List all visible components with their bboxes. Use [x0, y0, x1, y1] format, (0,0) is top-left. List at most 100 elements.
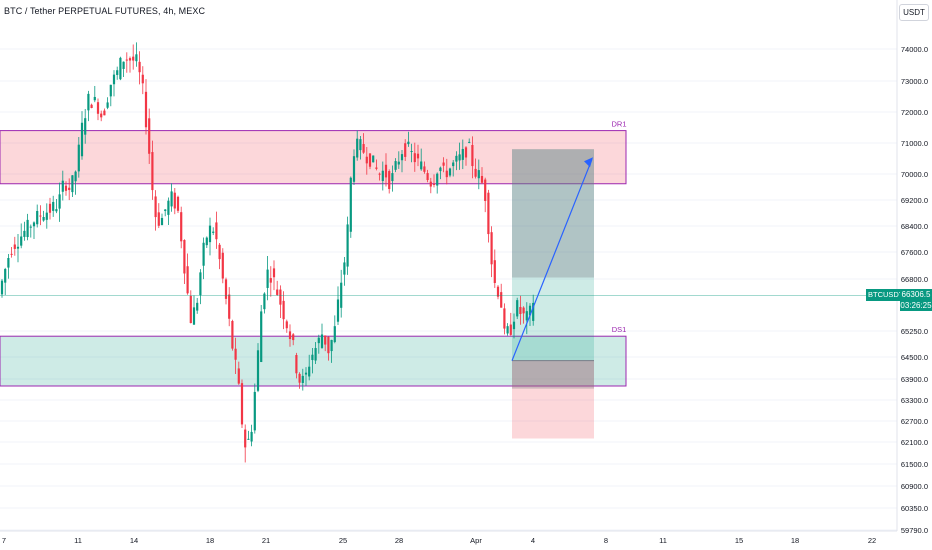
loss-zone	[512, 360, 594, 439]
candle-body	[352, 156, 356, 182]
candle-body	[381, 170, 384, 181]
price-tick-label: 60350.0	[901, 504, 928, 513]
candle-body	[32, 222, 36, 227]
candle-body	[423, 166, 426, 172]
candle-body	[244, 429, 247, 448]
candle-body	[151, 152, 154, 191]
candle-body	[84, 118, 87, 135]
candle-body	[468, 141, 471, 143]
candle-body	[426, 173, 429, 181]
price-tick-label: 59790.0	[901, 526, 928, 535]
candle-body	[452, 162, 455, 167]
candle-body	[4, 268, 7, 283]
candle-body	[506, 326, 509, 334]
candle-body	[144, 91, 148, 128]
candle-body	[109, 84, 112, 97]
candle-body	[132, 56, 135, 61]
price-axis[interactable]: 74000.0 73000.0 72000.0 71000.0 70000.0 69200…	[896, 0, 932, 550]
candle-body	[90, 104, 93, 109]
candle-body	[20, 236, 23, 246]
candle-body	[26, 219, 29, 238]
currency-selector[interactable]: USDT	[899, 4, 929, 21]
candle-body	[189, 295, 192, 324]
candle-body	[522, 307, 525, 314]
candle-body	[327, 336, 330, 354]
candle-body	[212, 231, 215, 233]
candle-body	[372, 155, 375, 163]
zone-dr1	[0, 130, 627, 185]
candle-body	[464, 147, 468, 158]
candle-body	[445, 170, 448, 178]
candle-body	[525, 311, 528, 321]
candle-body	[512, 321, 516, 330]
candle-body	[496, 286, 500, 297]
price-tick-label: 70000.0	[901, 170, 928, 179]
candle-body	[477, 170, 480, 179]
candle-body	[228, 294, 231, 319]
time-tick-label: 21	[262, 536, 270, 545]
candle-body	[45, 212, 48, 220]
candle-body	[378, 173, 381, 175]
candle-body	[432, 183, 436, 185]
candle-body	[119, 57, 122, 80]
time-tick-label: 18	[791, 536, 799, 545]
candle-body	[42, 216, 45, 221]
candle-body	[439, 167, 442, 172]
candle-body	[247, 438, 250, 440]
candle-body	[487, 192, 490, 235]
candle-body	[404, 143, 407, 157]
candle-body	[410, 151, 413, 153]
open-loss-shade	[512, 360, 594, 389]
price-tick-label: 73000.0	[901, 77, 928, 86]
candle-body	[160, 217, 164, 226]
candle-body	[173, 192, 176, 209]
candle-body	[196, 302, 199, 311]
time-tick-label: 11	[74, 536, 82, 545]
time-tick-label: Apr	[470, 536, 482, 545]
candle-body	[336, 299, 340, 322]
candle-body	[474, 168, 477, 177]
candle-body	[429, 181, 432, 187]
candle-body	[205, 237, 208, 246]
candle-body	[208, 225, 212, 243]
price-tick-label: 72000.0	[901, 108, 928, 117]
price-tick-label: 62100.0	[901, 438, 928, 447]
candle-body	[183, 240, 186, 274]
candle-body	[128, 58, 132, 61]
candle-body	[77, 144, 80, 172]
time-axis[interactable]: 7 11 14 18 21 25 28 Apr 4 8 11 15 18 22	[0, 530, 897, 545]
candle-body	[311, 354, 314, 361]
candle-body	[64, 185, 68, 191]
last-price-value: 66306.5	[901, 290, 931, 299]
candle-body	[519, 307, 522, 314]
chart-title: BTC / Tether PERPETUAL FUTURES, 4h, MEXC	[4, 6, 206, 16]
candle-body	[420, 161, 423, 170]
candle-body	[157, 212, 160, 226]
candle-body	[199, 272, 202, 296]
candle-body	[23, 230, 26, 237]
candle-body	[103, 110, 106, 116]
time-tick-label: 18	[206, 536, 214, 545]
candle-body	[400, 154, 404, 161]
candle-body	[112, 74, 116, 85]
price-tick-label: 68400.0	[901, 222, 928, 231]
candle-body	[48, 203, 52, 213]
zones: DR1 DS1	[0, 120, 627, 387]
candle-body	[391, 173, 394, 182]
candle-body	[413, 153, 416, 163]
candle-body	[330, 339, 333, 352]
candle-body	[448, 168, 452, 176]
candle-body	[224, 279, 228, 299]
candle-body	[250, 431, 253, 442]
projection-arrow-line	[511, 158, 593, 361]
candle-body	[138, 61, 141, 73]
long-position-tool[interactable]	[512, 149, 594, 439]
price-tick-label: 64500.0	[901, 353, 928, 362]
candle-body	[442, 162, 445, 166]
price-tick-label: 69200.0	[901, 196, 928, 205]
candle-body	[116, 70, 119, 75]
candle-body	[503, 308, 506, 329]
candle-body	[74, 171, 77, 182]
time-tick-label: 15	[735, 536, 743, 545]
